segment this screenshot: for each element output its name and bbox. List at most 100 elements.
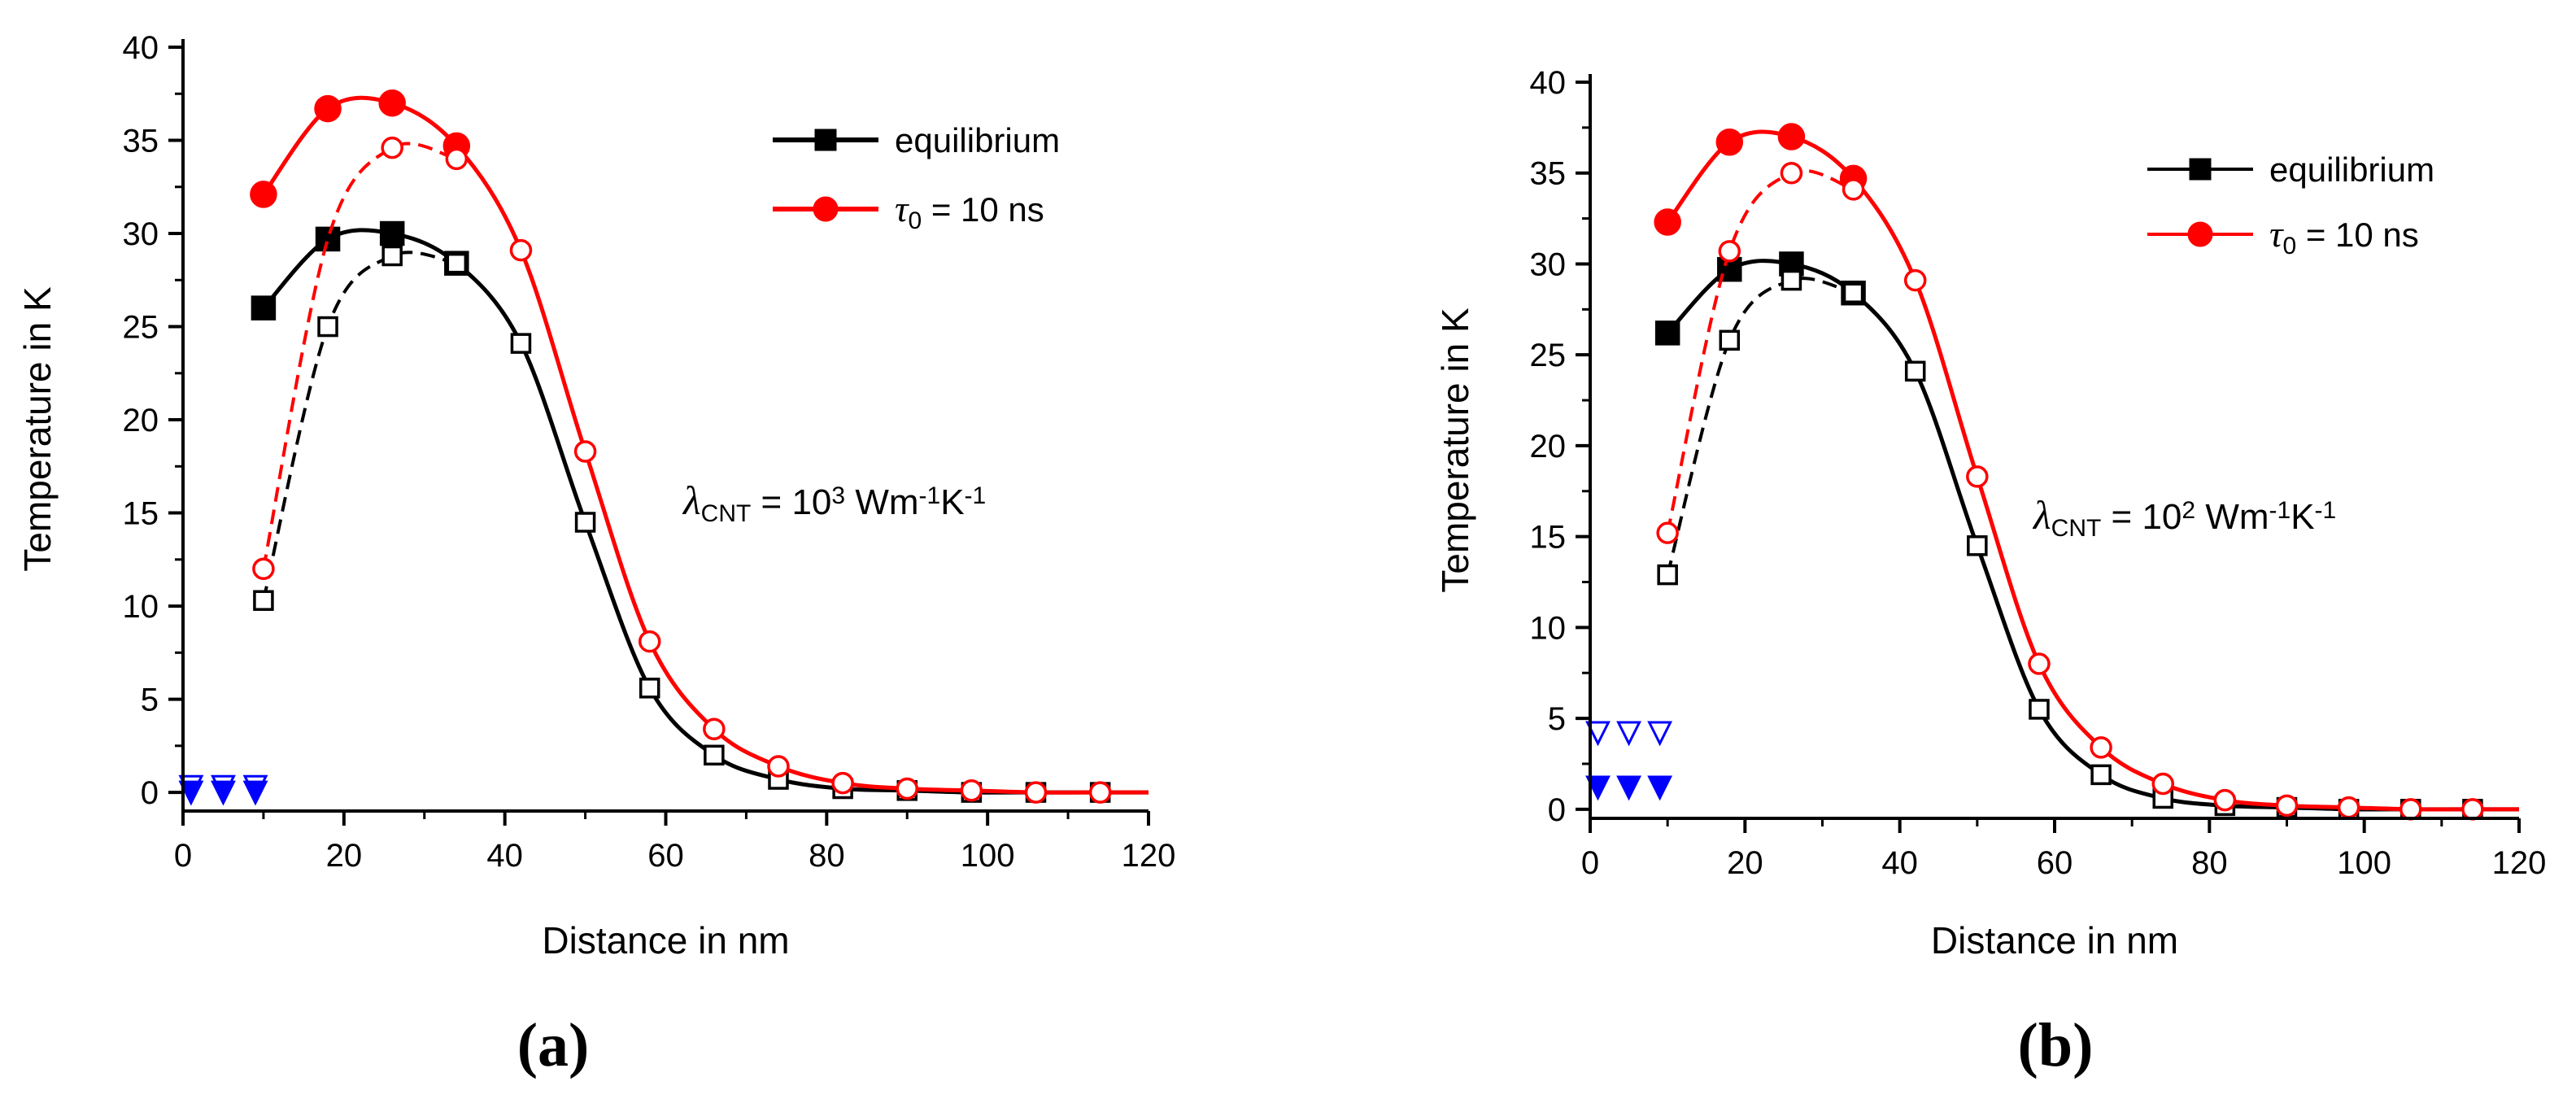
data-point-1-3-2 [1777,123,1806,150]
data-point-0-7-0 [178,780,204,806]
data-point-0-3-0 [250,181,277,208]
data-point-1-6-0 [1585,721,1611,747]
y-tick-label-0-0: 0 [141,775,159,811]
data-point-1-2-0 [1842,282,1864,303]
annotation-exponent: -1 [2315,497,2337,524]
data-point-1-1-0 [1657,564,1678,586]
data-point-0-0-0 [251,295,277,321]
data-point-0-1-0 [253,590,274,611]
y-tick-label-1-8: 40 [1530,65,1567,101]
data-point-0-2-1 [510,333,532,354]
legend-symbol: τ [895,188,909,229]
series-line-0-1 [261,251,457,601]
legend-text: = 10 ns [922,190,1044,229]
y-tick-label-0-3: 15 [123,496,159,532]
data-point-0-5-9 [1088,781,1112,804]
annotation-text: = 10 [2101,497,2182,537]
series-line-1-1 [1666,277,1855,576]
y-tick-label-1-1: 5 [1548,701,1566,737]
data-point-0-1-1 [317,316,338,338]
data-point-0-5-0 [509,238,533,262]
legend-label-1: τ0 = 10 ns [895,188,1044,234]
panel-label: (b) [2018,1011,2094,1079]
annotation-exponent: 3 [831,482,845,509]
legend-subscript: 0 [908,207,922,234]
y-tick-label-1-2: 10 [1530,610,1567,646]
data-point-0-2-3 [639,678,660,699]
y-tick-label-0-1: 5 [141,682,159,718]
annotation-exponent: -1 [965,482,987,509]
data-point-1-2-2 [1967,535,1988,556]
x-axis-label: Distance in nm [542,919,789,962]
data-point-0-7-2 [242,780,268,806]
data-point-0-4-0 [252,557,275,581]
legend-marker-0 [814,129,837,151]
data-point-1-6-1 [1616,721,1642,747]
data-point-1-5-9 [2461,798,2484,821]
lambda-symbol: λ [682,478,701,523]
x-tick-label-1-0: 0 [1581,845,1599,881]
data-point-1-3-0 [1654,208,1681,236]
legend-text: equilibrium [2269,150,2434,189]
data-point-0-4-3 [445,147,469,171]
y-tick-label-0-6: 30 [123,216,159,252]
annotation-text: K [940,482,964,522]
data-point-1-7-2 [1647,775,1673,801]
data-point-1-2-4 [2090,764,2112,786]
data-point-1-0-0 [1654,321,1680,346]
y-tick-label-0-5: 25 [123,310,159,346]
data-point-0-5-2 [638,630,661,653]
lambda-symbol: λ [2032,492,2051,538]
y-tick-label-0-8: 40 [123,30,159,66]
annotation-exponent: -1 [919,482,941,509]
annotation-text: K [2291,497,2314,537]
y-tick-label-1-3: 15 [1530,520,1567,556]
data-point-1-7-0 [1585,775,1611,801]
data-point-0-5-1 [573,440,597,463]
legend-marker-0 [2189,158,2212,181]
data-point-1-1-2 [1781,269,1802,291]
lambda-annotation: λCNT = 102 Wm-1K-1 [2032,492,2336,542]
data-point-1-2-3 [2029,699,2050,720]
legend-text: = 10 ns [2296,216,2419,254]
data-point-0-5-8 [1024,781,1048,804]
data-point-1-4-0 [1656,521,1679,544]
y-tick-label-0-2: 10 [123,589,159,625]
data-point-1-5-4 [2151,772,2174,796]
x-tick-label-1-2: 40 [1881,845,1918,881]
x-tick-label-1-3: 60 [2037,845,2073,881]
legend-marker-1 [2187,221,2213,247]
data-point-1-2-1 [1904,360,1926,382]
x-tick-label-0-0: 0 [174,838,192,874]
panel-label: (a) [517,1011,590,1079]
annotation-exponent: -1 [2269,497,2291,524]
lambda-annotation: λCNT = 103 Wm-1K-1 [682,478,986,527]
data-point-0-1-2 [381,245,403,267]
x-tick-label-0-6: 120 [1122,838,1176,874]
x-tick-label-0-1: 20 [326,838,363,874]
data-point-0-5-7 [960,779,983,802]
data-point-0-7-1 [211,780,236,806]
y-tick-label-0-4: 20 [123,403,159,438]
x-tick-label-1-5: 100 [2337,845,2391,881]
x-tick-label-0-2: 40 [486,838,523,874]
data-point-0-5-5 [831,771,854,795]
y-tick-label-1-4: 20 [1530,429,1567,464]
annotation-text: = 10 [751,482,831,522]
data-point-1-5-2 [2028,652,2051,675]
series-line-0-4 [261,142,457,569]
legend-label-0: equilibrium [895,121,1060,159]
x-tick-label-1-6: 120 [2492,845,2547,881]
y-tick-label-1-7: 35 [1530,156,1567,192]
annotation-text: Wm [2195,497,2269,537]
y-axis-label: Temperature in K [16,286,59,572]
data-point-1-4-3 [1842,178,1865,201]
data-point-0-4-2 [381,136,403,159]
data-point-0-3-1 [314,94,342,123]
data-point-1-5-0 [1903,268,1927,292]
legend-label-1: τ0 = 10 ns [2269,213,2419,259]
data-point-0-2-2 [574,512,596,533]
data-point-0-0-1 [315,226,341,252]
legend-text: equilibrium [895,121,1060,159]
data-point-1-5-7 [2337,796,2360,819]
